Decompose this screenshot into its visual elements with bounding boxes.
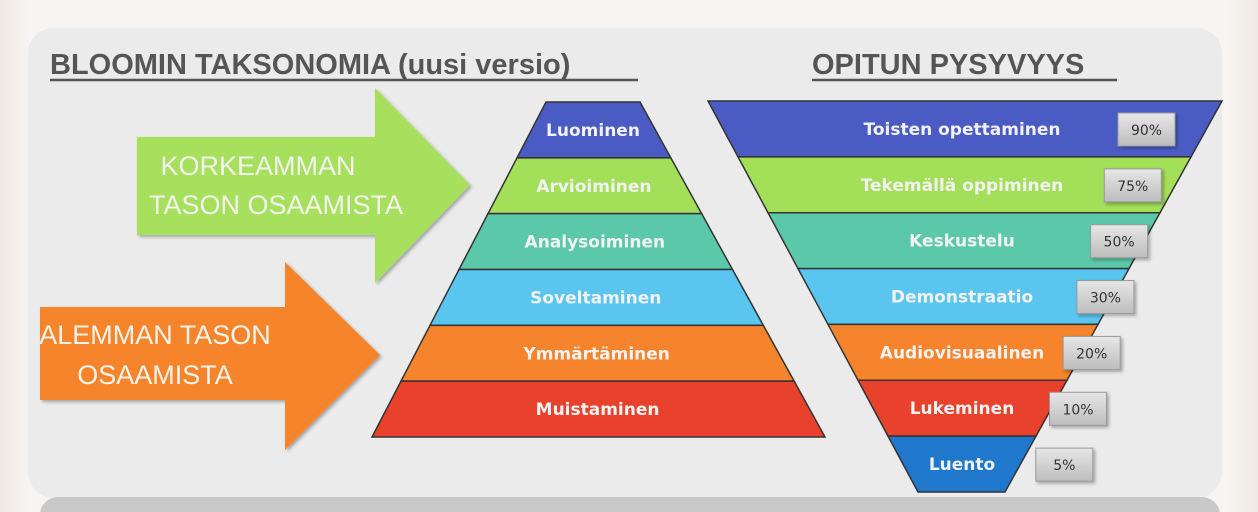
pyramid-level-label: Arvioiminen [536,177,651,197]
percent-value: 90% [1131,123,1162,139]
funnel-level-label: Luento [929,455,995,475]
percent-value: 75% [1117,179,1148,195]
percent-value: 20% [1076,346,1107,362]
percent-badge [1062,335,1121,370]
pyramid-level [370,380,827,438]
pyramid-level-label: Ymmärtäminen [522,344,669,364]
percent-badge [1103,168,1162,203]
lower-level-label-line2: OSAAMISTA [77,360,233,390]
percent-badge [1076,280,1135,315]
percent-value: 10% [1062,402,1093,418]
funnel-level-label: Keskustelu [909,232,1015,252]
funnel-level-label: Lukeminen [910,399,1015,419]
bloom-pyramid: Luominen Arvioiminen Analysoiminen Soveltam… [370,101,827,438]
percent-value: 5% [1053,458,1075,474]
percent-badge [1035,447,1094,482]
right-title: OPITUN PYSYVYYS [812,49,1084,81]
funnel-level-label: Demonstraatio [891,288,1033,308]
pyramid-level-label: Soveltaminen [530,288,661,308]
retention-funnel: Toisten opettaminen 90% Tekemällä oppimine… [706,100,1224,493]
percent-badge [1049,391,1107,426]
percent-value: 30% [1090,291,1121,307]
funnel-level-label: Audiovisuaalinen [880,343,1044,363]
percent-badge [1117,112,1176,147]
funnel-level-label: Tekemällä oppiminen [861,176,1064,196]
lower-level-label-line1: ALEMMAN TASON [39,320,271,350]
left-title: BLOOMIN TAKSONOMIA (uusi versio) [50,49,570,81]
funnel-level-label: Toisten opettaminen [863,120,1060,140]
higher-level-label-line2: TASON OSAAMISTA [149,190,403,220]
lower-level-arrow [40,262,380,450]
bottom-panel [40,497,1220,512]
pyramid-level-label: Muistaminen [536,400,660,420]
pyramid-level-label: Luominen [546,121,640,141]
funnel-level [886,435,1038,493]
higher-level-arrow [137,88,470,283]
pyramid-level-label: Analysoiminen [525,233,666,253]
percent-badge [1090,224,1149,259]
percent-value: 50% [1104,235,1135,251]
higher-level-label-line1: KORKEAMMAN [160,151,355,181]
